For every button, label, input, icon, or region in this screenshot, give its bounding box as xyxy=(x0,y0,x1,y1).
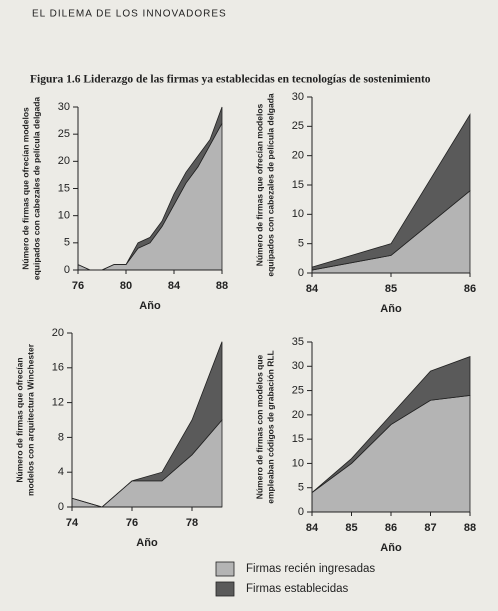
x-tick-label: 84 xyxy=(306,522,319,534)
legend-swatch xyxy=(215,581,235,597)
x-axis-label: Año xyxy=(136,537,158,549)
y-tick-label: 35 xyxy=(292,336,304,348)
y-tick-label: 8 xyxy=(58,431,64,443)
y-tick-label: 16 xyxy=(52,362,64,374)
y-tick-label: 15 xyxy=(58,182,70,194)
x-tick-label: 74 xyxy=(66,517,79,529)
y-tick-label: 20 xyxy=(292,409,304,421)
x-tick-label: 84 xyxy=(306,283,319,295)
y-tick-label: 12 xyxy=(52,397,64,409)
y-tick-label: 25 xyxy=(58,128,70,140)
y-axis-label: equipados con cabezales de película delg… xyxy=(265,93,275,277)
y-tick-label: 10 xyxy=(58,210,70,222)
x-tick-label: 84 xyxy=(168,280,181,292)
legend-label: Firmas establecidas xyxy=(246,583,349,595)
y-tick-label: 4 xyxy=(58,466,64,478)
y-axis-label: modelos con arquitectura Winchester xyxy=(25,343,35,496)
x-tick-label: 86 xyxy=(464,283,476,295)
x-tick-label: 80 xyxy=(120,280,132,292)
area xyxy=(77,106,223,271)
x-tick-label: 85 xyxy=(345,522,357,534)
x-tick-label: 76 xyxy=(72,280,84,292)
y-tick-label: 0 xyxy=(58,501,64,513)
x-tick-label: 88 xyxy=(464,522,476,534)
y-tick-label: 20 xyxy=(292,150,304,162)
y-tick-label: 0 xyxy=(64,264,70,276)
y-tick-label: 5 xyxy=(298,238,304,250)
y-tick-label: 10 xyxy=(292,457,304,469)
y-tick-label: 15 xyxy=(292,179,304,191)
y-tick-label: 20 xyxy=(52,327,64,339)
y-tick-label: 5 xyxy=(64,237,70,249)
page-header: EL DILEMA DE LOS INNOVADORES xyxy=(32,9,227,20)
y-tick-label: 10 xyxy=(292,208,304,220)
y-tick-label: 0 xyxy=(298,506,304,518)
x-tick-label: 76 xyxy=(126,517,138,529)
x-axis-label: Año xyxy=(380,303,402,315)
area xyxy=(71,341,223,508)
y-tick-label: 5 xyxy=(298,482,304,494)
y-tick-label: 30 xyxy=(292,91,304,103)
y-tick-label: 20 xyxy=(58,155,70,167)
y-tick-label: 15 xyxy=(292,433,304,445)
y-axis-label: Número de firmas que ofrecían modelos xyxy=(20,107,30,270)
x-tick-label: 86 xyxy=(385,522,397,534)
x-tick-label: 87 xyxy=(424,522,436,534)
y-tick-label: 25 xyxy=(292,120,304,132)
y-axis-label: empleaban códigos de grabación RLL xyxy=(265,350,275,504)
y-axis-label: Número de firmas con modelos que xyxy=(254,354,264,499)
x-axis-label: Año xyxy=(139,300,161,312)
figure-title: Figura 1.6 Liderazgo de las firmas ya es… xyxy=(30,74,431,86)
legend-swatch xyxy=(215,561,235,577)
y-tick-label: 30 xyxy=(58,101,70,113)
y-axis-label: Número de firmas que ofrecían xyxy=(14,357,24,482)
y-axis-label: equipados con cabezales de película delg… xyxy=(31,97,41,281)
x-tick-label: 78 xyxy=(186,517,198,529)
y-tick-label: 30 xyxy=(292,360,304,372)
legend-label: Firmas recién ingresadas xyxy=(246,563,375,575)
x-axis-label: Año xyxy=(380,542,402,554)
y-tick-label: 25 xyxy=(292,384,304,396)
x-tick-label: 88 xyxy=(216,280,228,292)
x-tick-label: 85 xyxy=(385,283,397,295)
y-tick-label: 0 xyxy=(298,267,304,279)
y-axis-label: Número de firmas que ofrecían modelos xyxy=(254,103,264,266)
area xyxy=(311,355,471,493)
